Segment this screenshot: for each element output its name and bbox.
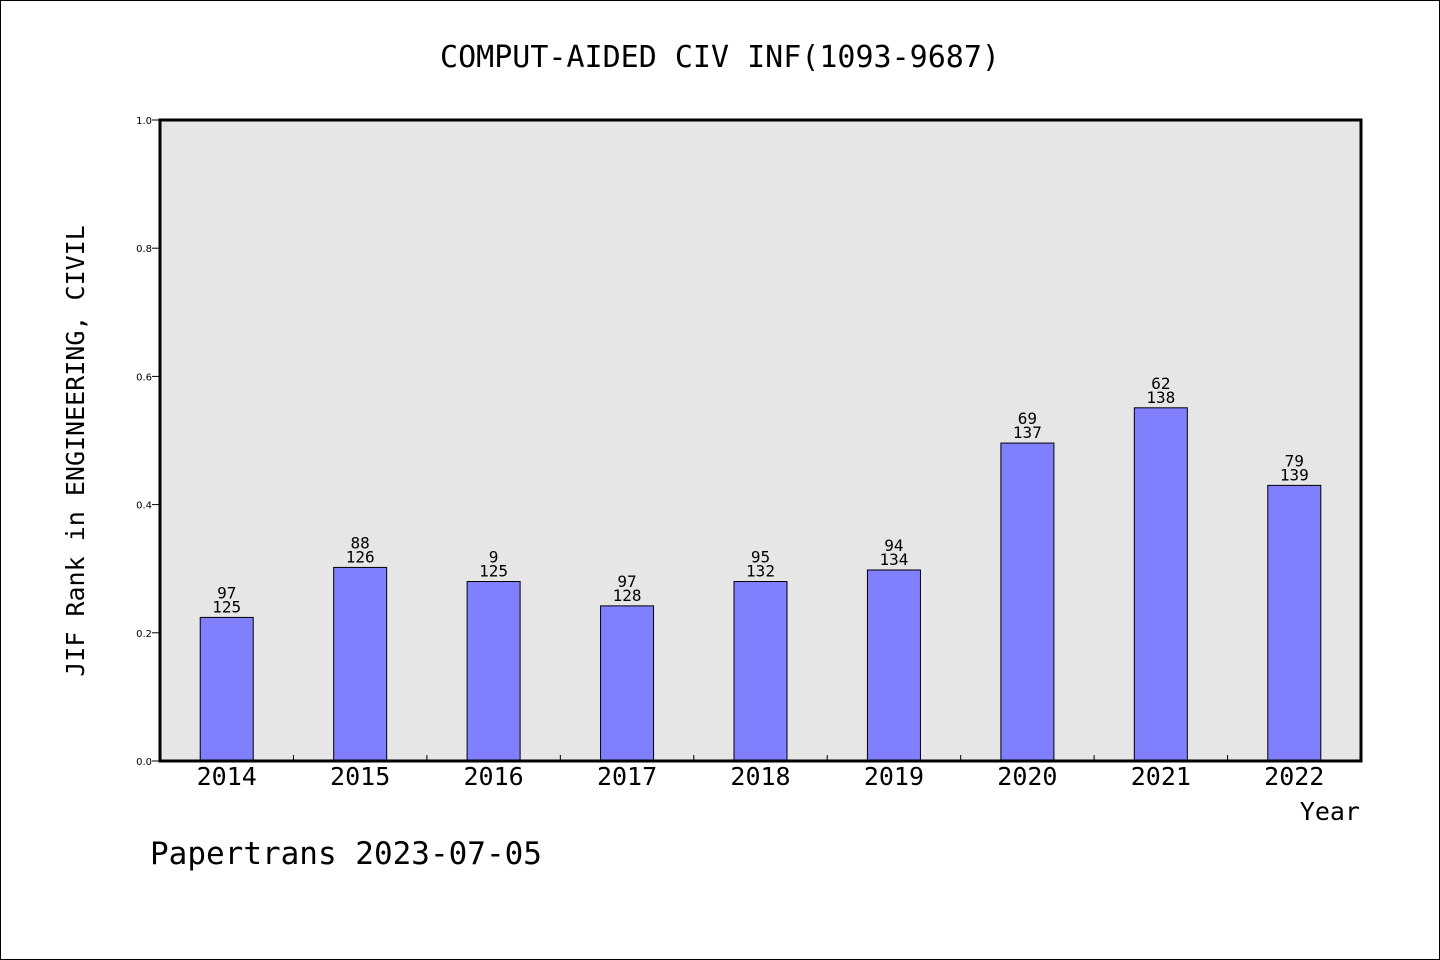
bar-rank-label: 95 (751, 548, 770, 567)
bar-2014 (199, 616, 254, 762)
bar-rank-label: 97 (217, 583, 236, 602)
x-tick-label: 2016 (464, 762, 524, 791)
bar-total-label: 139 (1280, 465, 1309, 484)
plot-border (158, 118, 1363, 763)
bar-total-label: 128 (613, 586, 642, 605)
x-tick-label: 2021 (1131, 762, 1191, 791)
bar-total-label: 132 (746, 562, 775, 581)
bar-rank-label: 9 (489, 548, 499, 567)
x-tick-label: 2017 (597, 762, 657, 791)
x-tick-label: 2018 (730, 762, 790, 791)
footer-text: Papertrans 2023-07-05 (150, 836, 542, 872)
bar-2019 (866, 569, 921, 762)
chart-title: COMPUT-AIDED CIV INF(1093-9687) (440, 40, 1000, 75)
x-axis-label: Year (1300, 797, 1360, 826)
bar-rank-label: 94 (884, 536, 903, 555)
y-axis: 0.0 0.2 0.4 0.6 0.8 1.0 (136, 116, 160, 768)
bar-rank-label: 97 (617, 572, 636, 591)
bar-rank-label: 88 (351, 533, 370, 552)
bar-2022 (1267, 484, 1322, 762)
y-tick-label: 1.0 (136, 116, 152, 127)
bar-total-label: 125 (212, 597, 241, 616)
bar-total-label: 126 (346, 547, 375, 566)
bar-2020 (1000, 442, 1055, 762)
x-axis: 2014 2015 2016 2017 2018 2019 2020 2021 2022 (197, 755, 1324, 791)
bar-rank-label: 79 (1285, 451, 1304, 470)
y-axis-label: JIF Rank in ENGINEERING, CIVIL (61, 225, 90, 677)
bar-total-label: 134 (879, 550, 908, 569)
y-tick-label: 0.4 (136, 501, 152, 512)
bar-2018 (733, 581, 788, 762)
bar-total-label: 137 (1013, 423, 1042, 442)
bar-2021 (1133, 407, 1188, 762)
x-tick-label: 2020 (997, 762, 1057, 791)
bar-2017 (600, 605, 655, 762)
x-tick-label: 2014 (197, 762, 257, 791)
x-tick-label: 2015 (330, 762, 390, 791)
y-tick-label: 0.8 (136, 244, 152, 255)
y-tick-label: 0.6 (136, 372, 152, 383)
bar-rank-label: 69 (1018, 409, 1037, 428)
bar-total-label: 138 (1146, 388, 1175, 407)
bar-rank-label: 62 (1151, 374, 1170, 393)
x-tick-label: 2019 (864, 762, 924, 791)
y-tick-label: 0.2 (136, 629, 152, 640)
x-tick-label: 2022 (1264, 762, 1324, 791)
bar-2016 (466, 581, 521, 762)
bar-2015 (333, 566, 388, 762)
bar-total-label: 125 (479, 562, 508, 581)
y-tick-label: 0.0 (136, 757, 152, 768)
